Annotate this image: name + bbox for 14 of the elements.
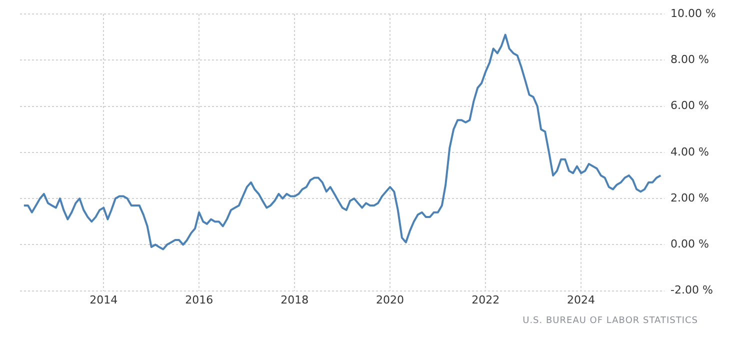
y-tick-label: 2.00 % xyxy=(670,191,710,204)
x-tick-label: 2016 xyxy=(185,293,214,306)
y-tick-label: 6.00 % xyxy=(670,99,710,112)
x-tick-label: 2024 xyxy=(567,293,596,306)
y-tick-label: -2.00 % xyxy=(670,284,713,297)
x-tick-label: 2020 xyxy=(376,293,404,306)
x-tick-label: 2022 xyxy=(472,293,500,306)
y-tick-label: 0.00 % xyxy=(670,238,710,251)
y-tick-label: 8.00 % xyxy=(670,52,710,66)
x-tick-label: 2014 xyxy=(90,293,118,306)
y-tick-label: 10.00 % xyxy=(670,6,716,20)
x-tick-label: 2018 xyxy=(280,293,309,306)
y-tick-label: 4.00 % xyxy=(670,145,710,158)
text: U.S. BUREAU OF LABOR STATISTICS xyxy=(522,316,698,326)
